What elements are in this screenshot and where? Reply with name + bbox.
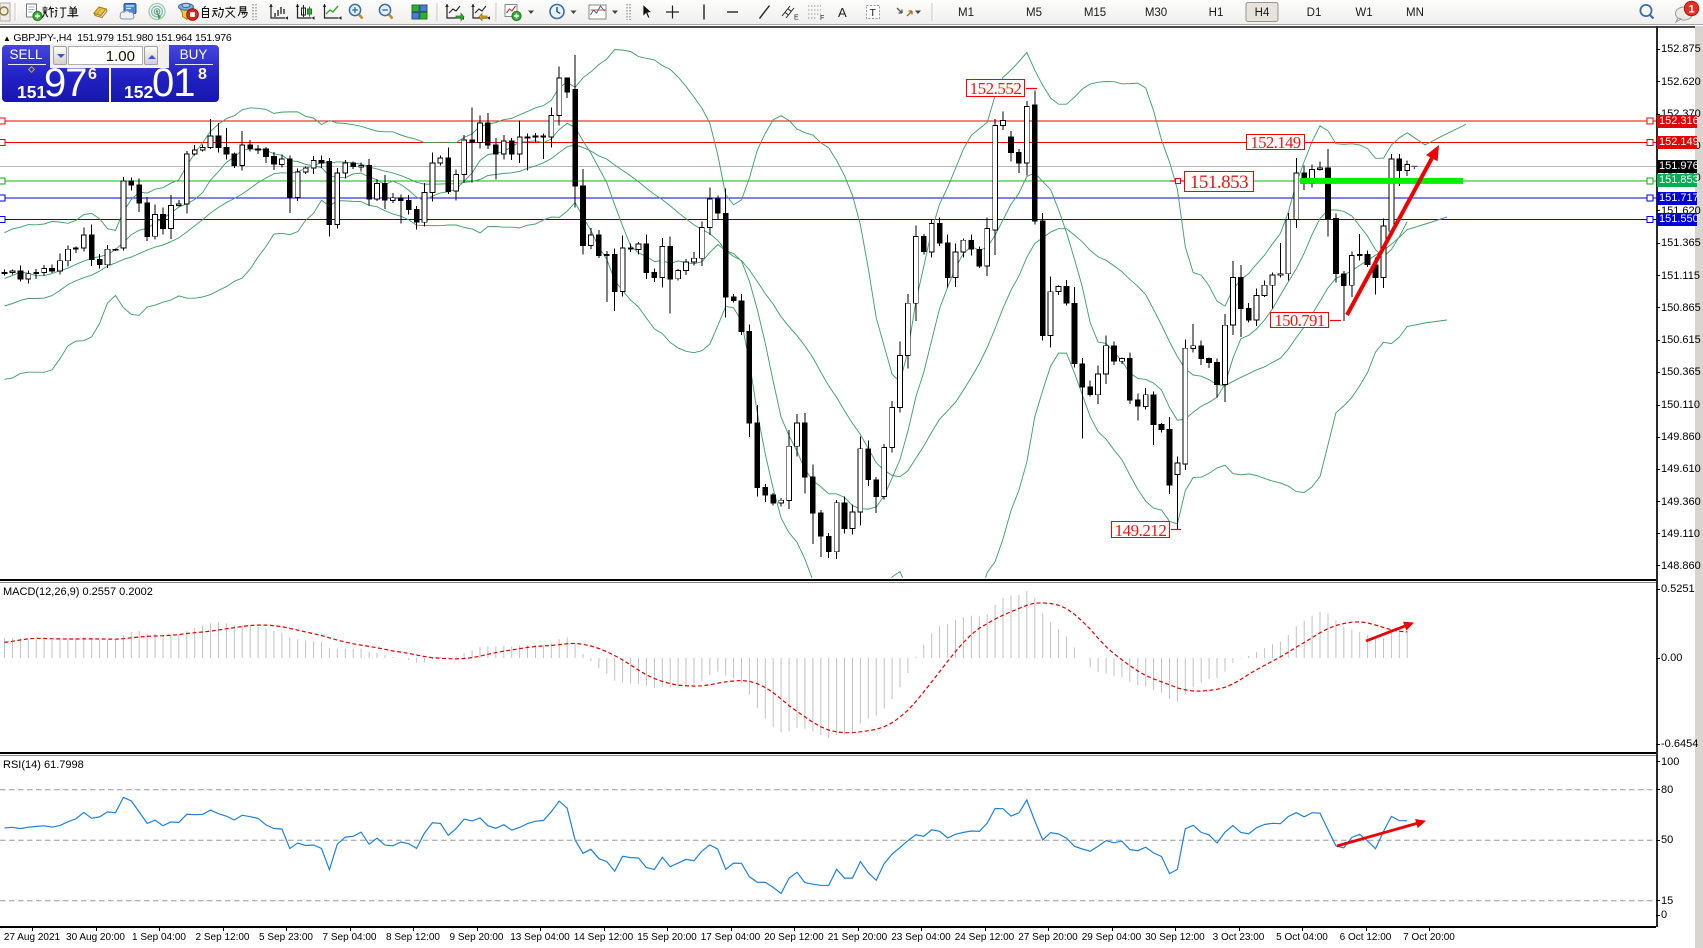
svg-text:M30: M30 [1145, 7, 1167, 19]
svg-text:1: 1 [1688, 4, 1694, 16]
svg-text:MN: MN [1406, 7, 1424, 19]
svg-text:D1: D1 [1307, 7, 1322, 19]
svg-text:W1: W1 [1355, 7, 1372, 19]
svg-text:E: E [794, 15, 799, 22]
svg-text:M15: M15 [1084, 7, 1106, 19]
svg-text:A: A [838, 5, 847, 20]
svg-text:H4: H4 [1255, 7, 1270, 19]
svg-text:H1: H1 [1209, 7, 1224, 19]
svg-text:T: T [870, 7, 877, 19]
svg-text:M5: M5 [1026, 7, 1042, 19]
svg-text:M1: M1 [958, 7, 974, 19]
svg-text:F: F [820, 15, 824, 22]
